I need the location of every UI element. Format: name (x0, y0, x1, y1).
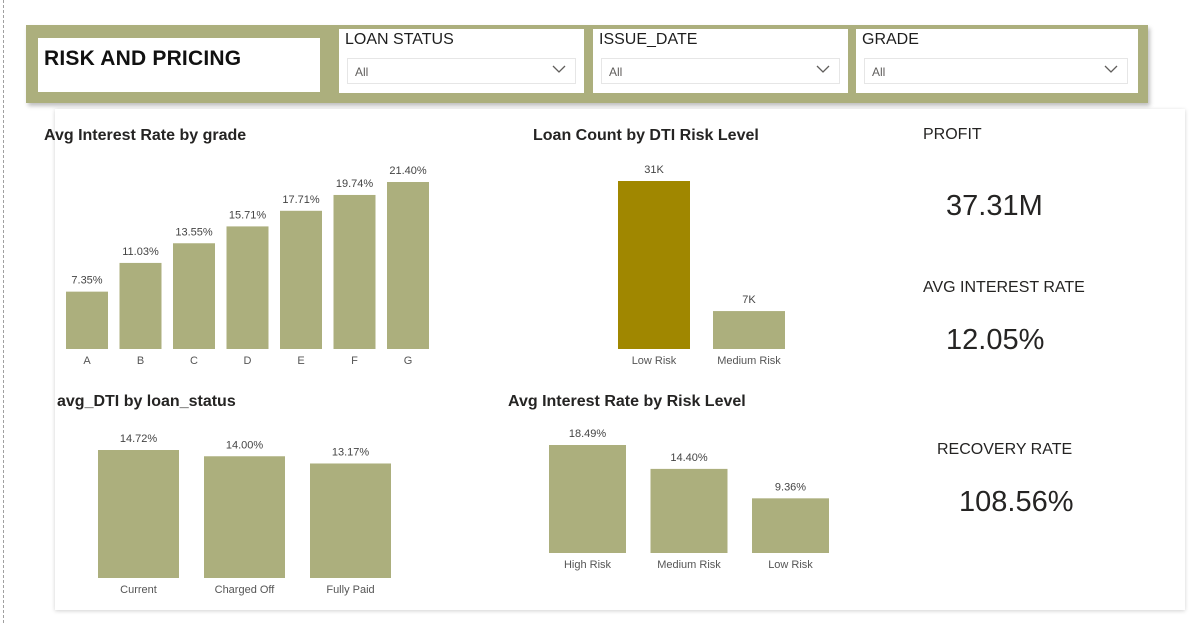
chart-avg-interest-rate-by-risk-level: 18.49% High Risk 14.40% Medium Risk 9.36% Low… (549, 428, 829, 571)
bar-status-2[interactable] (310, 463, 391, 578)
data-label-dti-0: 31K (644, 164, 664, 176)
category-label-status-0: Current (120, 584, 157, 596)
slicer-issue-date-label: ISSUE_DATE (599, 31, 698, 48)
data-label-status-2: 13.17% (332, 446, 370, 458)
title-box: RISK AND PRICING (38, 38, 320, 92)
category-label-risk-0: High Risk (564, 559, 612, 571)
slicer-grade-dropdown[interactable]: All (864, 58, 1128, 84)
bar-grade-0[interactable] (66, 291, 108, 349)
bar-dti-1[interactable] (713, 311, 785, 349)
data-label-grade-4: 17.71% (282, 194, 320, 206)
category-label-grade-6: G (404, 355, 413, 367)
category-label-risk-1: Medium Risk (657, 559, 721, 571)
bar-dti-0[interactable] (618, 181, 690, 349)
category-label-dti-0: Low Risk (632, 355, 677, 367)
chart-avg-dti-by-loan-status: 14.72% Current 14.00% Charged Off 13.17% Full… (98, 433, 391, 596)
slicer-loan-status-dropdown[interactable]: All (347, 58, 576, 84)
page-title: RISK AND PRICING (44, 47, 242, 70)
bar-grade-3[interactable] (226, 226, 269, 349)
slicer-issue-date-dropdown[interactable]: All (601, 58, 840, 84)
slicer-grade-label: GRADE (862, 31, 919, 48)
chevron-down-icon (816, 65, 830, 73)
bar-grade-4[interactable] (280, 210, 322, 349)
bar-grade-2[interactable] (173, 243, 215, 349)
kpi-profit-value: 37.31M (946, 190, 1043, 222)
kpi-avg-interest-rate-label: AVG INTEREST RATE (923, 279, 1085, 296)
chart-title-dti: Loan Count by DTI Risk Level (533, 127, 759, 144)
bar-risk-1[interactable] (650, 468, 728, 553)
category-label-grade-0: A (83, 355, 91, 367)
chevron-down-icon (1104, 65, 1118, 73)
category-label-status-1: Charged Off (215, 584, 276, 596)
chart-title-risk: Avg Interest Rate by Risk Level (508, 393, 746, 410)
chart-title-status: avg_DTI by loan_status (57, 393, 236, 410)
bar-risk-0[interactable] (549, 445, 626, 553)
slicer-issue-date: ISSUE_DATE All (593, 29, 848, 93)
slicer-loan-status-label: LOAN STATUS (345, 31, 454, 48)
kpi-recovery-rate-label: RECOVERY RATE (937, 441, 1073, 458)
category-label-grade-2: C (190, 355, 198, 367)
slicer-issue-date-value: All (609, 65, 623, 79)
data-label-grade-5: 19.74% (336, 178, 374, 190)
category-label-risk-2: Low Risk (768, 559, 813, 571)
data-label-grade-6: 21.40% (389, 165, 427, 177)
chart-title-grade: Avg Interest Rate by grade (44, 127, 247, 144)
category-label-dti-1: Medium Risk (717, 355, 781, 367)
category-label-grade-3: D (244, 355, 252, 367)
data-label-status-0: 14.72% (120, 433, 158, 445)
bar-status-1[interactable] (204, 456, 285, 578)
slicer-grade-value: All (872, 65, 886, 79)
chart-loan-count-by-dti-risk: 31K Low Risk 7K Medium Risk (618, 164, 785, 367)
data-label-risk-0: 18.49% (569, 428, 607, 440)
data-label-grade-1: 11.03% (122, 246, 159, 258)
kpi-avg-interest-rate-value: 12.05% (946, 324, 1045, 356)
bar-risk-2[interactable] (752, 498, 829, 553)
data-label-dti-1: 7K (742, 294, 756, 306)
category-label-grade-1: B (137, 355, 144, 367)
slicer-loan-status-value: All (355, 65, 369, 79)
category-label-grade-5: F (351, 355, 358, 367)
data-label-risk-2: 9.36% (775, 481, 806, 493)
data-label-grade-2: 13.55% (175, 226, 213, 238)
data-label-grade-0: 7.35% (71, 275, 102, 287)
bar-status-0[interactable] (98, 450, 179, 578)
bar-grade-5[interactable] (333, 194, 376, 349)
category-label-status-2: Fully Paid (326, 584, 374, 596)
chart-avg-interest-rate-by-grade: 7.35% A 11.03% B 13.55% C 15.71% D 17.71% E 19.74%… (66, 165, 429, 367)
page-left-border (3, 0, 4, 623)
category-label-grade-4: E (297, 355, 304, 367)
data-label-grade-3: 15.71% (229, 209, 267, 221)
bar-grade-6[interactable] (387, 182, 429, 349)
slicer-grade: GRADE All (856, 29, 1138, 93)
data-label-risk-1: 14.40% (670, 452, 708, 464)
slicer-loan-status: LOAN STATUS All (339, 29, 584, 93)
chevron-down-icon (552, 65, 566, 73)
data-label-status-1: 14.00% (226, 439, 264, 451)
kpi-profit-label: PROFIT (923, 126, 982, 143)
kpi-recovery-rate-value: 108.56% (959, 486, 1074, 518)
bar-grade-1[interactable] (119, 262, 162, 349)
